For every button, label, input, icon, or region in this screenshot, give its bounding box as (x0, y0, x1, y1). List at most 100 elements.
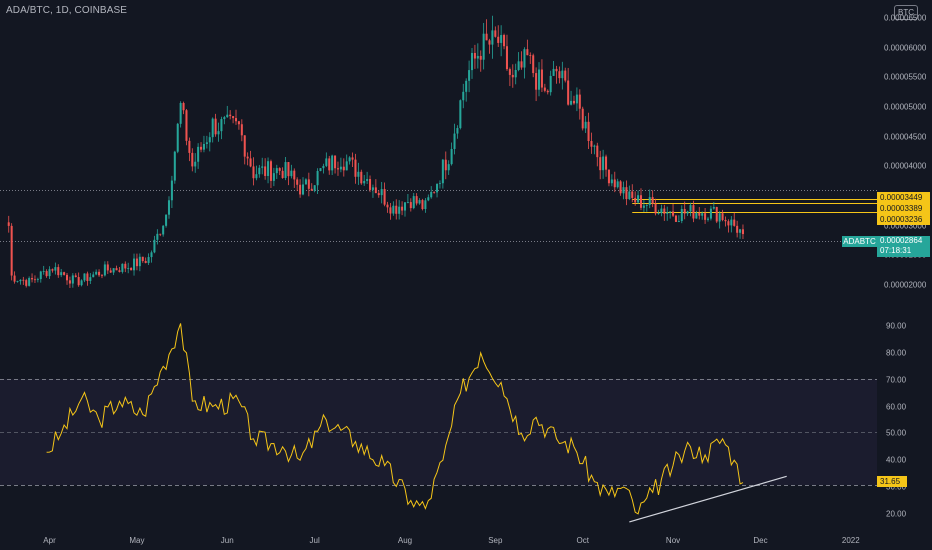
candle-body (701, 213, 704, 216)
candle-body (572, 100, 576, 104)
candle-body (444, 159, 447, 171)
time-tick-label: Sep (488, 536, 503, 545)
candle-body (599, 157, 602, 171)
candle-body (424, 200, 427, 210)
candle-body (406, 202, 409, 203)
time-tick-label: 2022 (841, 536, 860, 545)
currency-badge[interactable]: BTC (894, 5, 918, 20)
candle-body (7, 222, 10, 226)
candle-body (532, 55, 535, 74)
rsi-tick-label: 40.00 (886, 455, 907, 465)
candle-body (86, 273, 89, 281)
candle-body (54, 267, 57, 271)
candle-body (605, 156, 608, 170)
candle-body (80, 280, 83, 286)
level-tag: 0.00003236 (877, 214, 930, 225)
candle-body (281, 170, 284, 178)
candle-body (293, 170, 296, 180)
candlestick-series (7, 15, 744, 289)
rsi-tick-label: 30.00 (886, 482, 907, 492)
candle-body (698, 212, 701, 216)
candle-body (60, 272, 63, 276)
candle-body (634, 197, 637, 203)
time-tick-label: Apr (43, 536, 56, 545)
candle-body (575, 94, 578, 104)
candle-body (185, 110, 188, 141)
candle-body (669, 211, 672, 213)
candle-body (182, 103, 185, 111)
candle-body (459, 100, 462, 129)
time-tick-label: May (129, 536, 145, 545)
candle-body (31, 278, 34, 280)
candle-body (118, 270, 121, 272)
candle-body (345, 161, 348, 171)
candle-body (570, 100, 573, 105)
candle-body (704, 213, 707, 220)
candle-body (564, 70, 567, 81)
candle-body (538, 69, 541, 90)
time-tick-label: Nov (665, 536, 681, 545)
price-tick-label: 0.00006000 (884, 43, 927, 53)
candle-body (220, 119, 223, 132)
candle-body (205, 142, 208, 145)
candle-body (51, 269, 54, 271)
candle-body (319, 168, 322, 171)
candle-body (526, 49, 529, 56)
candle-body (363, 180, 366, 184)
last-price-tag: 0.00002864 07:18:31 (877, 236, 930, 257)
candle-body (473, 52, 476, 59)
candle-body (275, 168, 278, 174)
candle-body (436, 184, 439, 193)
last-price-value: 0.00002864 (880, 236, 923, 245)
candle-body (261, 166, 264, 168)
candle-body (602, 156, 605, 171)
candle-body (57, 267, 60, 276)
candle-body (194, 161, 197, 167)
candle-body (450, 148, 453, 165)
candle-body (19, 279, 22, 282)
candle-body (712, 206, 715, 209)
candle-body (307, 179, 310, 189)
candle-body (342, 166, 345, 171)
candle-body (278, 168, 281, 171)
candle-body (555, 68, 558, 72)
price-tick-label: 0.00004500 (884, 132, 927, 142)
candle-body (590, 141, 593, 147)
candle-body (657, 213, 660, 214)
candle-body (401, 206, 404, 211)
candle-body (549, 75, 552, 93)
candle-body (427, 197, 430, 201)
candle-body (377, 193, 380, 196)
candle-body (103, 264, 106, 276)
candle-body (581, 108, 584, 129)
candle-body (304, 179, 307, 185)
candle-body (98, 271, 101, 276)
candle-body (540, 69, 543, 88)
candle-body (284, 162, 287, 178)
rsi-trendline[interactable] (629, 475, 787, 523)
candle-body (159, 233, 162, 235)
candle-body (628, 191, 631, 200)
candle-body (433, 191, 436, 193)
candle-body (692, 205, 695, 219)
candle-body (546, 90, 549, 93)
candle-body (202, 144, 205, 150)
candle-body (663, 208, 666, 214)
candle-body (255, 174, 258, 179)
candle-body (153, 239, 156, 253)
symbol-title[interactable]: ADA/BTC, 1D, COINBASE (6, 5, 128, 16)
candle-body (290, 170, 293, 177)
candle-body (511, 74, 514, 78)
candle-body (683, 208, 686, 214)
candle-body (529, 55, 532, 57)
candle-body (686, 211, 689, 214)
candle-body (706, 218, 710, 220)
candle-body (150, 252, 153, 258)
candle-body (109, 270, 112, 273)
candle-body (267, 161, 270, 176)
candle-body (523, 49, 526, 68)
candle-body (730, 219, 733, 226)
horizontal-levels[interactable] (632, 199, 877, 213)
rsi-tick-label: 70.00 (886, 375, 907, 385)
